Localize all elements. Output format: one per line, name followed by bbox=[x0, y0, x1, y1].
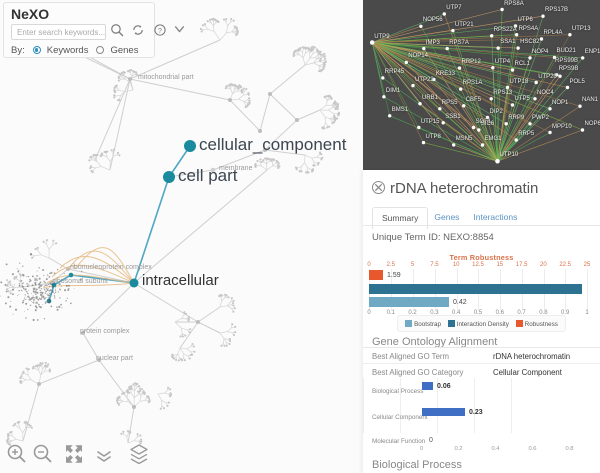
svg-text:?: ? bbox=[158, 28, 162, 35]
